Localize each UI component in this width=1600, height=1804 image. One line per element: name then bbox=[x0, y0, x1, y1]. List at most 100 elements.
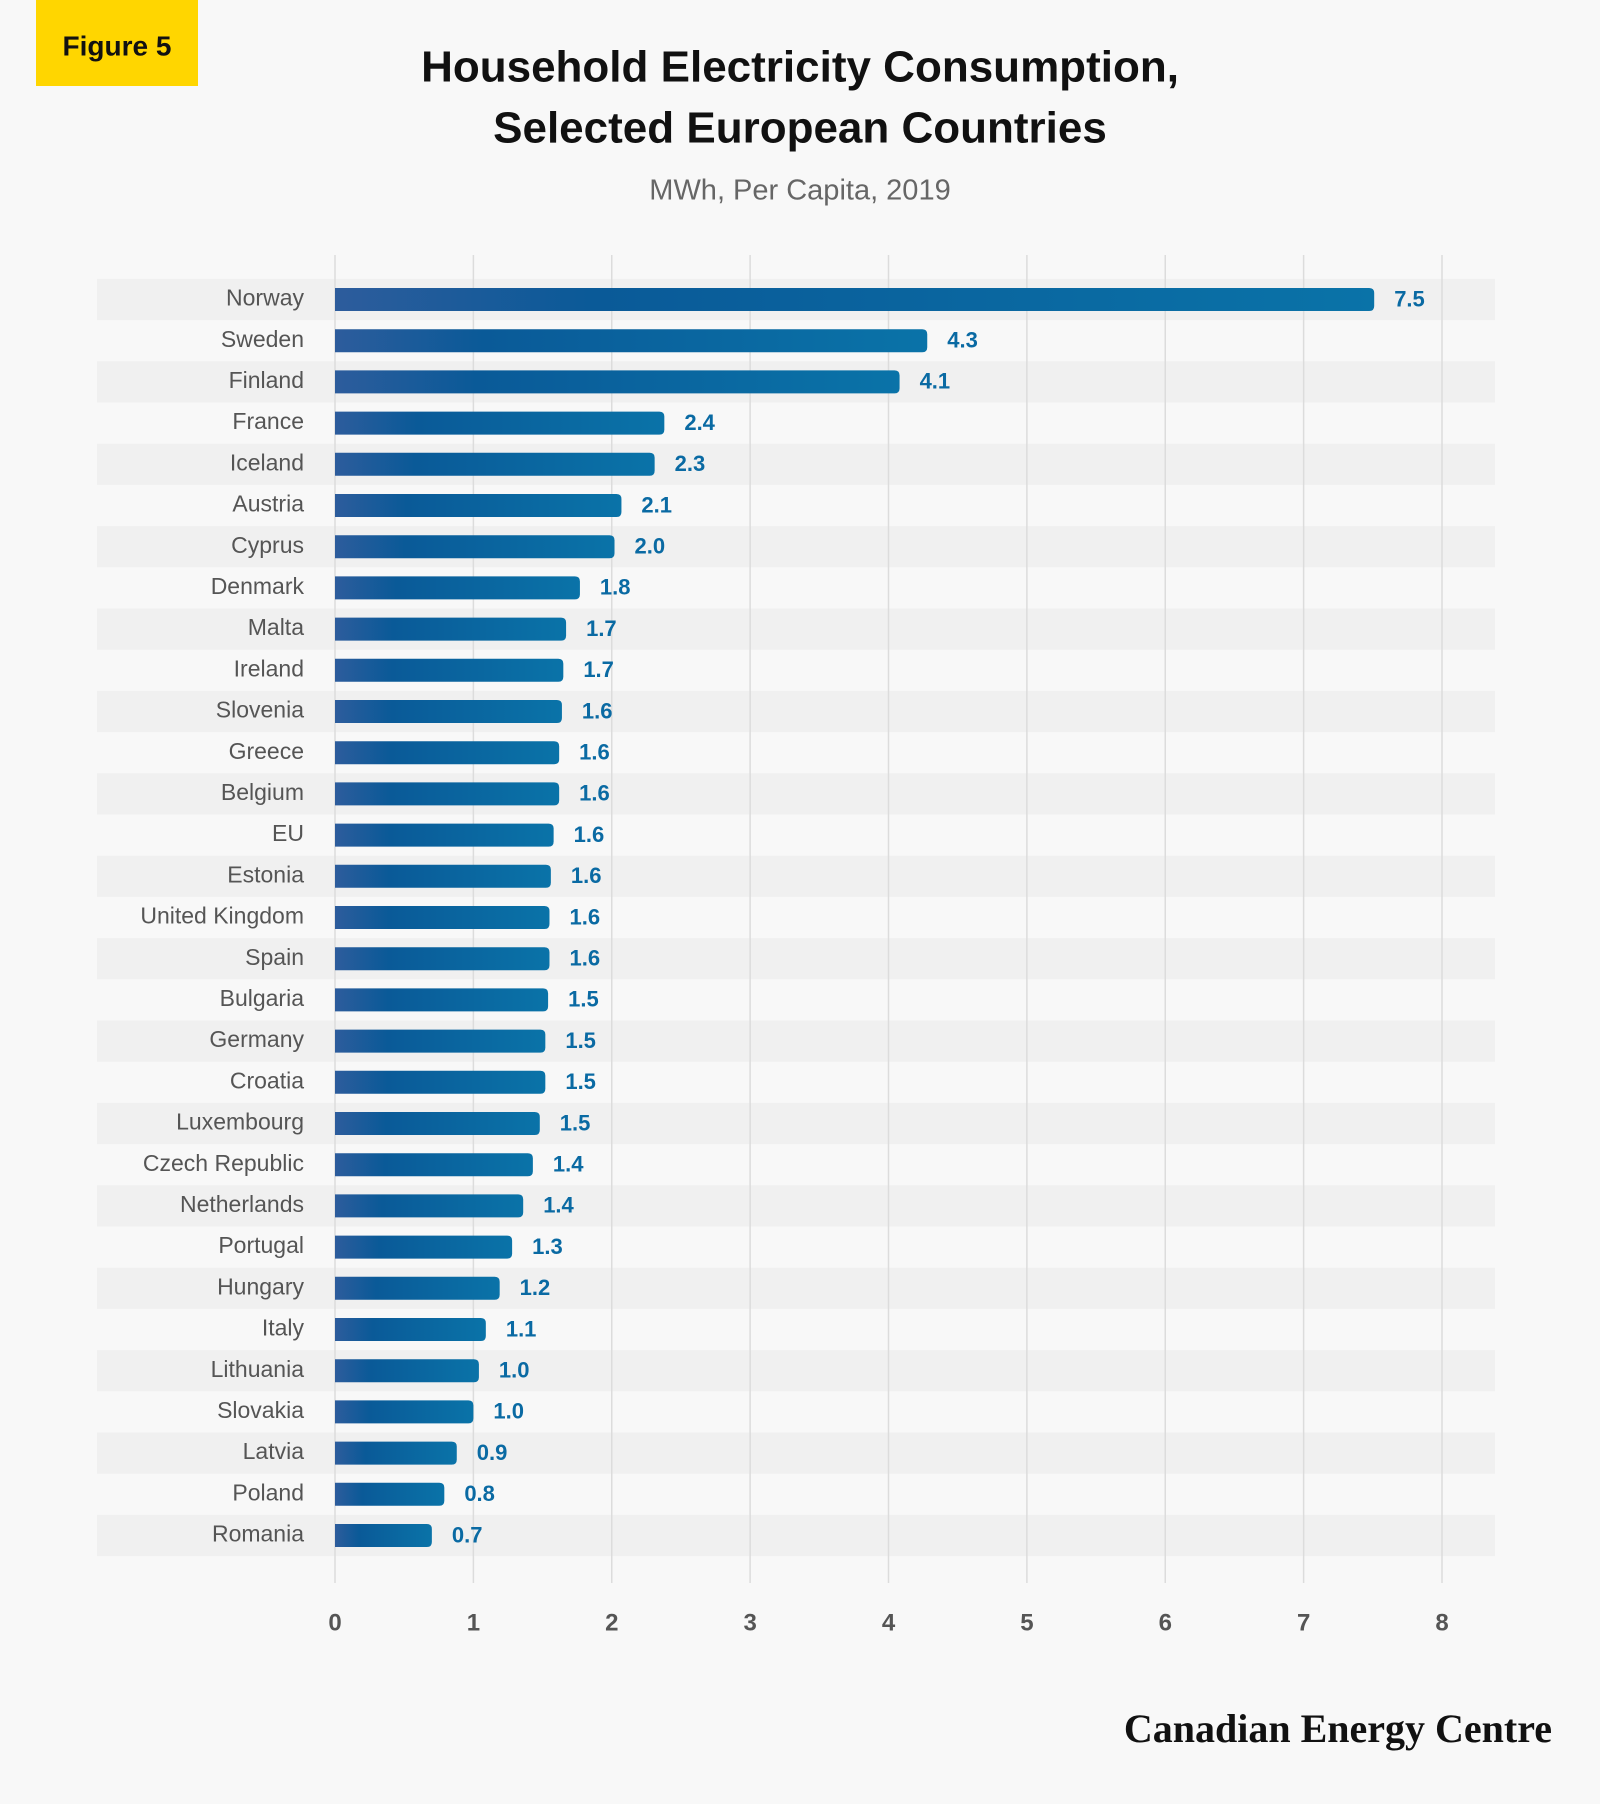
data-label: 1.5 bbox=[565, 1069, 596, 1094]
bar bbox=[335, 700, 562, 723]
data-label: 2.3 bbox=[675, 451, 706, 476]
row-band bbox=[97, 938, 1495, 980]
bar bbox=[335, 1359, 479, 1383]
data-label: 1.1 bbox=[506, 1316, 537, 1341]
bar bbox=[335, 864, 551, 888]
bar bbox=[335, 1524, 432, 1547]
bar bbox=[335, 1482, 445, 1506]
y-tick-label: Bulgaria bbox=[220, 985, 305, 1011]
y-tick-label: Norway bbox=[226, 285, 304, 311]
bar bbox=[335, 782, 560, 806]
bar bbox=[335, 617, 567, 641]
bar bbox=[335, 1070, 546, 1094]
badge-box bbox=[36, 0, 198, 86]
data-label: 1.2 bbox=[520, 1275, 551, 1300]
bar bbox=[335, 494, 622, 517]
bar bbox=[335, 988, 549, 1012]
x-tick-label: 4 bbox=[882, 1609, 896, 1636]
y-tick-label: Slovakia bbox=[217, 1397, 304, 1423]
x-tick-label: 8 bbox=[1435, 1609, 1448, 1636]
bar bbox=[335, 1441, 457, 1465]
bar bbox=[335, 1194, 524, 1218]
data-label: 2.0 bbox=[635, 534, 666, 559]
bar bbox=[335, 1029, 546, 1053]
data-label: 2.1 bbox=[641, 492, 672, 517]
bar bbox=[335, 947, 550, 971]
data-label: 1.3 bbox=[532, 1234, 563, 1259]
y-tick-label: Denmark bbox=[211, 573, 305, 599]
row-band bbox=[97, 1350, 1495, 1392]
y-tick-label: Estonia bbox=[227, 861, 304, 887]
data-label: 1.6 bbox=[582, 698, 613, 723]
row-band bbox=[97, 1185, 1495, 1227]
bar bbox=[335, 823, 554, 847]
chart-title: Selected European Countries bbox=[493, 104, 1107, 153]
bar bbox=[335, 906, 550, 929]
y-tick-label: Ireland bbox=[234, 655, 304, 681]
row-band bbox=[97, 690, 1495, 733]
y-tick-label: Cyprus bbox=[231, 532, 304, 558]
data-label: 1.8 bbox=[600, 575, 631, 600]
bar bbox=[335, 452, 655, 476]
bar bbox=[335, 1400, 474, 1424]
data-label: 1.5 bbox=[568, 987, 599, 1012]
y-tick-label: Netherlands bbox=[180, 1191, 304, 1217]
chart-title: Household Electricity Consumption, bbox=[421, 43, 1179, 92]
bar bbox=[335, 411, 665, 435]
row-band bbox=[97, 608, 1495, 650]
bar bbox=[335, 741, 560, 765]
source-logo: Canadian Energy Centre bbox=[1124, 1706, 1552, 1751]
badge: Figure 5 bbox=[63, 30, 172, 61]
y-tick-label: Finland bbox=[229, 367, 304, 393]
y-tick-label: Lithuania bbox=[211, 1356, 305, 1382]
row-band bbox=[97, 1267, 1495, 1309]
y-tick-label: Belgium bbox=[221, 779, 304, 805]
y-tick-label: Iceland bbox=[230, 449, 304, 475]
row-band bbox=[97, 443, 1495, 485]
data-label: 1.6 bbox=[569, 904, 600, 929]
y-tick-label: Czech Republic bbox=[143, 1150, 304, 1176]
x-tick-label: 2 bbox=[605, 1609, 618, 1636]
y-tick-label: Spain bbox=[245, 944, 304, 970]
chart-subtitle: MWh, Per Capita, 2019 bbox=[649, 175, 950, 207]
row-band bbox=[97, 1514, 1495, 1557]
y-tick-label: France bbox=[232, 408, 304, 434]
data-label: 7.5 bbox=[1394, 286, 1425, 311]
y-tick-label: EU bbox=[272, 820, 304, 846]
x-tick-label: 0 bbox=[328, 1609, 341, 1636]
data-label: 0.7 bbox=[452, 1522, 483, 1547]
y-tick-label: Croatia bbox=[230, 1067, 304, 1093]
x-tick-label: 5 bbox=[1020, 1609, 1033, 1636]
x-tick-label: 6 bbox=[1159, 1609, 1172, 1636]
data-label: 1.0 bbox=[499, 1358, 530, 1383]
row-band bbox=[97, 855, 1495, 897]
x-tick-label: 7 bbox=[1297, 1609, 1310, 1636]
y-tick-label: Austria bbox=[232, 491, 304, 517]
data-label: 1.7 bbox=[583, 657, 614, 682]
bar bbox=[335, 288, 1375, 311]
data-label: 1.6 bbox=[571, 863, 602, 888]
x-tick-label: 1 bbox=[467, 1609, 480, 1636]
row-band bbox=[97, 1432, 1495, 1474]
y-tick-label: Poland bbox=[232, 1479, 304, 1505]
y-tick-label: Hungary bbox=[217, 1273, 304, 1299]
y-tick-label: Romania bbox=[212, 1521, 304, 1547]
bar bbox=[335, 1318, 486, 1341]
row-band bbox=[97, 1020, 1495, 1062]
y-tick-label: Latvia bbox=[243, 1438, 305, 1464]
data-label: 1.7 bbox=[586, 616, 617, 641]
data-label: 0.9 bbox=[477, 1440, 508, 1465]
data-label: 1.6 bbox=[574, 822, 605, 847]
bar bbox=[335, 1235, 513, 1259]
y-tick-label: Slovenia bbox=[216, 697, 304, 723]
y-tick-label: United Kingdom bbox=[140, 903, 304, 929]
bar bbox=[335, 370, 900, 394]
row-band bbox=[97, 1102, 1495, 1145]
bar bbox=[335, 658, 564, 682]
x-tick-label: 3 bbox=[743, 1609, 756, 1636]
y-tick-label: Malta bbox=[248, 614, 304, 640]
data-label: 1.5 bbox=[560, 1110, 591, 1135]
data-label: 1.6 bbox=[569, 946, 600, 971]
